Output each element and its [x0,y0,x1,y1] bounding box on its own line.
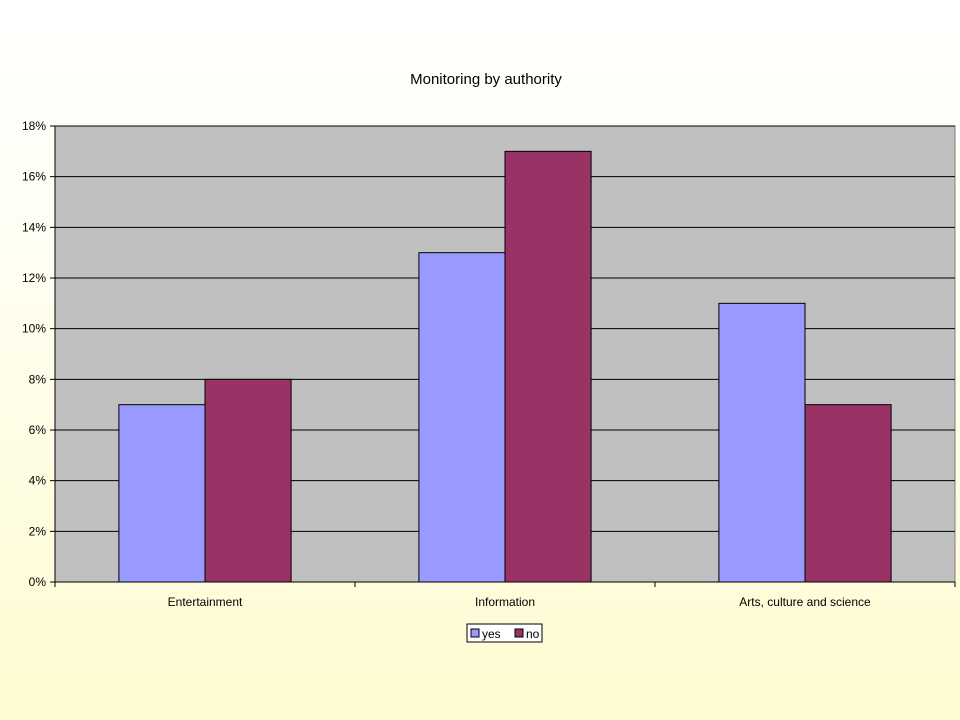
x-axis: Entertainment Information Arts, culture an… [54,581,956,609]
y-tick-label: 6% [29,423,47,437]
y-tick-label: 16% [22,170,46,184]
bar-yes-0 [118,404,206,583]
bar-no-2 [804,404,892,583]
legend-swatch-no [514,628,524,638]
x-tick-label: Arts, culture and science [739,595,871,609]
y-tick-label: 18% [22,119,46,133]
legend: yes no [466,623,543,643]
bar-yes-2 [718,302,806,583]
y-axis: 0% 2% 4% 6% 8% 10% 12% 14% 16% 18% [22,119,56,589]
x-tick-label: Information [475,595,535,609]
bar-no-0 [204,378,292,583]
y-tick-label: 10% [22,322,46,336]
y-tick-label: 14% [22,220,46,234]
legend-label-no: no [526,627,540,641]
y-tick-label: 4% [29,474,47,488]
y-tick-label: 2% [29,524,47,538]
bar-yes-1 [418,252,506,583]
y-tick-label: 8% [29,372,47,386]
x-tick-label: Entertainment [168,595,243,609]
y-tick-label: 0% [29,575,47,589]
y-tick-label: 12% [22,271,46,285]
legend-label-yes: yes [482,627,501,641]
bars [118,150,892,583]
legend-swatch-yes [470,628,480,638]
chart-title: Monitoring by authority [410,71,562,88]
bar-no-1 [504,150,592,583]
